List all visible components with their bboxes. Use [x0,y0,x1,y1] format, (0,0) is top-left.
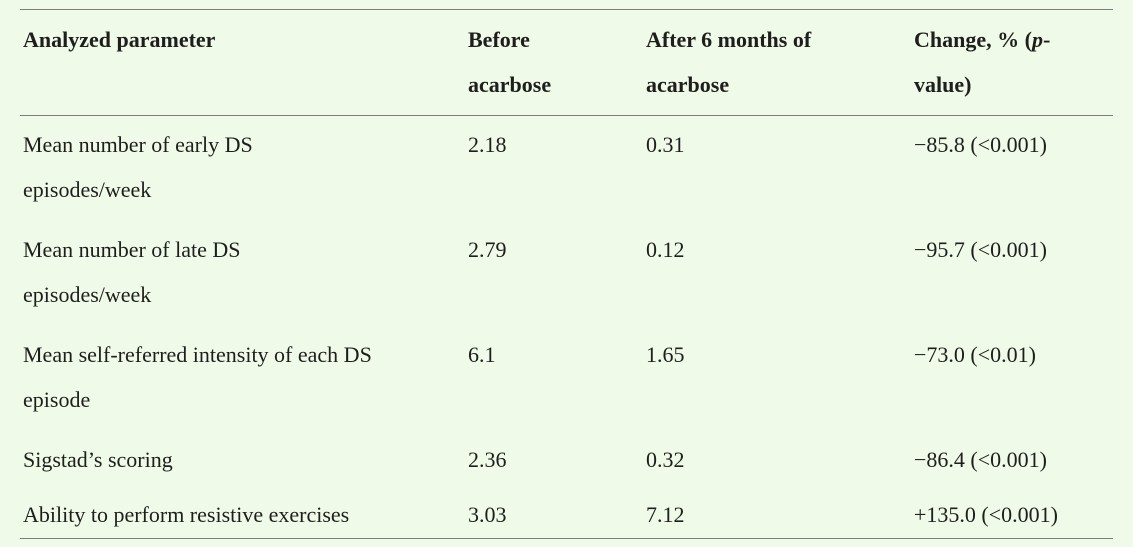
parameter-cell: Mean number of early DS episodes/week [23,132,253,202]
before-value-cell: 2.18 [468,132,507,157]
header-before-acarbose: Before acarbose [468,9,646,116]
parameter-cell: Sigstad’s scoring [23,447,173,472]
header-row: Analyzed parameter Before acarbose After… [20,9,1113,116]
header-change-pvalue: Change, % (p- value) [914,9,1113,116]
table-row-late-ds: Mean number of late DS episodes/week 2.7… [20,221,1113,326]
before-value-cell: 2.36 [468,447,507,472]
change-value-cell: −85.8 (<0.001) [914,132,1047,157]
table-body: Mean number of early DS episodes/week 2.… [20,116,1113,539]
results-table: Analyzed parameter Before acarbose After… [20,9,1113,539]
header-analyzed-parameter: Analyzed parameter [20,9,468,116]
before-value-cell: 6.1 [468,342,496,367]
change-value-cell: −86.4 (<0.001) [914,447,1047,472]
after-value-cell: 0.31 [646,132,685,157]
change-value-cell: +135.0 (<0.001) [914,502,1058,527]
parameter-cell: Ability to perform resistive exercises [23,502,350,527]
header-change-suffix: - value) [914,27,1051,97]
parameter-cell: Mean self-referred intensity of each DS … [23,342,372,412]
table-header: Analyzed parameter Before acarbose After… [20,9,1113,116]
header-after-acarbose: After 6 months of acarbose [646,9,914,116]
header-change-prefix: Change, % ( [914,27,1032,52]
header-change-p-italic: p [1031,27,1043,52]
change-value-cell: −95.7 (<0.001) [914,237,1047,262]
before-value-cell: 2.79 [468,237,507,262]
after-value-cell: 0.12 [646,237,685,262]
table-row-early-ds: Mean number of early DS episodes/week 2.… [20,116,1113,222]
table-row-intensity: Mean self-referred intensity of each DS … [20,326,1113,431]
before-value-cell: 3.03 [468,502,507,527]
table-row-sigstad: Sigstad’s scoring 2.36 0.32 −86.4 (<0.00… [20,431,1113,490]
after-value-cell: 7.12 [646,502,685,527]
after-value-cell: 0.32 [646,447,685,472]
parameter-cell: Mean number of late DS episodes/week [23,237,241,307]
after-value-cell: 1.65 [646,342,685,367]
change-value-cell: −73.0 (<0.01) [914,342,1036,367]
table-row-resistive-exercises: Ability to perform resistive exercises 3… [20,490,1113,539]
